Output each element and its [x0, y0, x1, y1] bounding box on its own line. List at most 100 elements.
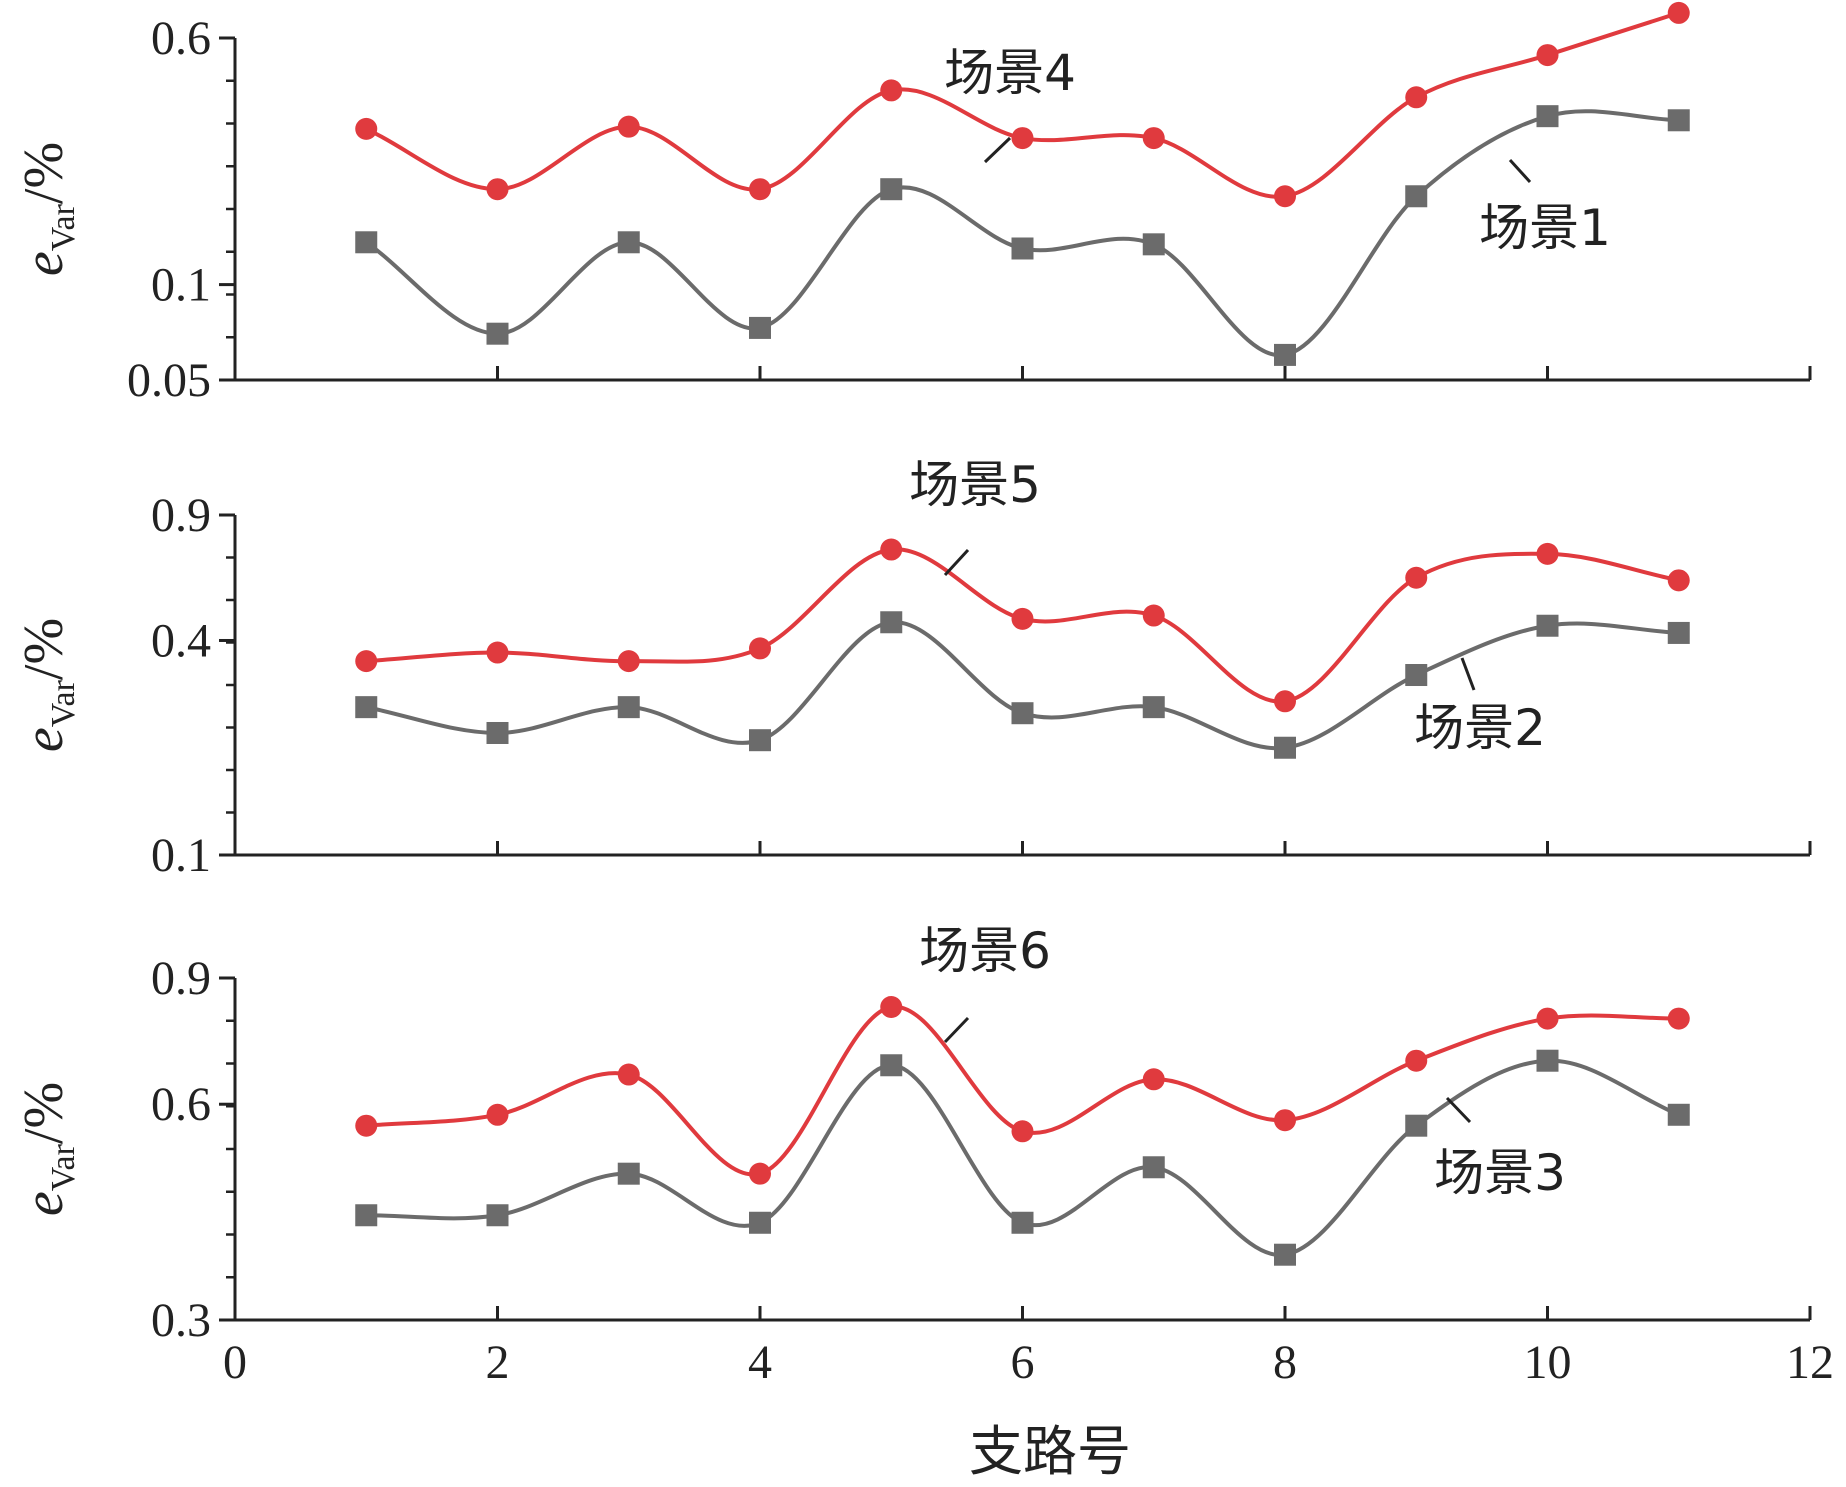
data-point-circle [880, 538, 903, 561]
data-point-square [1142, 233, 1165, 256]
data-point-circle [1536, 44, 1559, 67]
data-point-square [1405, 664, 1428, 687]
y-axis-title-sub: Var [45, 203, 82, 251]
series-annotation: 场景1 [1479, 199, 1611, 257]
y-axis-title-var: e [13, 727, 75, 752]
x-tick-label: 4 [748, 1336, 772, 1389]
data-point-square [486, 322, 509, 345]
data-point-circle [749, 637, 771, 660]
annotation-leader [1460, 657, 1476, 691]
data-point-square [1536, 614, 1559, 637]
x-tick-label: 8 [1273, 1336, 1297, 1389]
annotation-leader [1508, 158, 1532, 184]
y-tick-label: 0.6 [151, 1078, 211, 1131]
data-point-circle [355, 650, 378, 673]
data-point-square [1536, 1049, 1559, 1072]
data-point-square [1011, 237, 1034, 260]
data-point-square [355, 1204, 378, 1227]
data-point-circle [617, 650, 640, 673]
data-point-square [880, 178, 903, 201]
y-axis-title: eVar/% [13, 1082, 82, 1216]
data-point-circle [880, 79, 903, 102]
data-point-square [749, 1211, 771, 1234]
data-point-square [1667, 109, 1690, 132]
data-point-square [1011, 702, 1034, 725]
data-point-circle [1011, 607, 1034, 630]
data-point-circle [1274, 185, 1296, 208]
series-line [366, 1004, 1679, 1177]
y-axis-title-var: e [13, 1191, 75, 1216]
series-annotation: 场景5 [909, 456, 1041, 514]
data-point-circle [355, 117, 378, 140]
data-point-square [617, 231, 640, 254]
x-axis-title: 支路号 [969, 1420, 1131, 1483]
data-point-circle [486, 641, 509, 664]
data-point-circle [749, 178, 771, 201]
data-point-circle [1536, 542, 1559, 565]
y-tick-label: 0.1 [151, 259, 211, 312]
data-point-circle [880, 995, 903, 1018]
data-point-circle [749, 1162, 771, 1185]
x-tick-label: 12 [1786, 1336, 1834, 1389]
data-point-square [617, 1162, 640, 1185]
panel-3: 0 2 4 6 8 10 12 0.3 0.6 0.9 eVar/% 场景6 场景3 [13, 922, 1834, 1389]
data-point-square [617, 696, 640, 719]
chart-panels: 0.050.10.6eVar/%场景4场景10.10.40.9eVar/%场景5… [13, 1, 1834, 1389]
annotation-leader [1445, 1096, 1472, 1124]
y-tick-label: 0.9 [151, 489, 211, 542]
x-tick-label: 6 [1011, 1336, 1035, 1389]
y-axis-title-var: e [13, 251, 75, 276]
data-point-circle [1667, 569, 1690, 592]
panel-1: 0.05 0.1 0.6 eVar/% 场景4 场景1 [13, 1, 1812, 407]
data-point-circle [1405, 1049, 1428, 1072]
y-axis-title-sub: Var [45, 679, 82, 727]
y-tick-label: 0.6 [151, 12, 211, 65]
data-point-square [1667, 621, 1690, 644]
y-axis-title: eVar/% [13, 618, 82, 752]
x-tick-label: 2 [486, 1336, 510, 1389]
data-point-circle [617, 1063, 640, 1086]
y-tick-label: 0.9 [151, 952, 211, 1005]
panel-2: 0.1 0.4 0.9 eVar/% 场景5 场景2 [13, 456, 1812, 882]
y-axis-title-sub: Var [45, 1143, 82, 1191]
y-axis-title: eVar/% [13, 142, 82, 276]
data-point-square [486, 721, 509, 744]
series-line [365, 11, 1680, 199]
y-axis-title-unit: /% [13, 618, 75, 680]
data-point-square [749, 729, 771, 752]
data-point-square [1405, 1114, 1428, 1137]
data-point-square [1405, 185, 1428, 208]
y-axis-title-unit: /% [13, 1082, 75, 1144]
data-point-circle [486, 1103, 509, 1126]
data-point-circle [1142, 1068, 1165, 1091]
data-point-circle [1142, 604, 1165, 627]
series-annotation: 场景6 [919, 922, 1051, 980]
data-point-square [1667, 1103, 1690, 1126]
data-point-circle [1667, 1, 1690, 24]
y-axis-title-unit: /% [13, 142, 75, 204]
data-point-circle [1011, 127, 1034, 150]
y-tick-label: 0.1 [151, 829, 211, 882]
y-tick-label: 0.4 [151, 614, 211, 667]
y-tick-label: 0.05 [127, 354, 211, 407]
series-annotation: 场景4 [944, 44, 1076, 102]
data-point-circle [1536, 1007, 1559, 1030]
annotation-leader [943, 1016, 970, 1044]
data-point-square [1274, 343, 1296, 366]
data-point-square [355, 696, 378, 719]
series-annotation: 场景3 [1434, 1144, 1566, 1202]
data-point-square [880, 1054, 903, 1077]
data-point-square [749, 316, 771, 339]
data-point-circle [1011, 1120, 1034, 1143]
data-point-circle [355, 1114, 378, 1137]
y-tick-label: 0.3 [151, 1294, 211, 1347]
x-tick-label: 0 [223, 1336, 247, 1389]
data-point-circle [1274, 690, 1296, 713]
data-point-square [1142, 1156, 1165, 1179]
data-point-circle [1405, 86, 1428, 109]
data-point-circle [617, 115, 640, 138]
data-point-circle [1667, 1007, 1690, 1030]
data-point-circle [1274, 1109, 1296, 1132]
annotation-leader [983, 136, 1012, 164]
